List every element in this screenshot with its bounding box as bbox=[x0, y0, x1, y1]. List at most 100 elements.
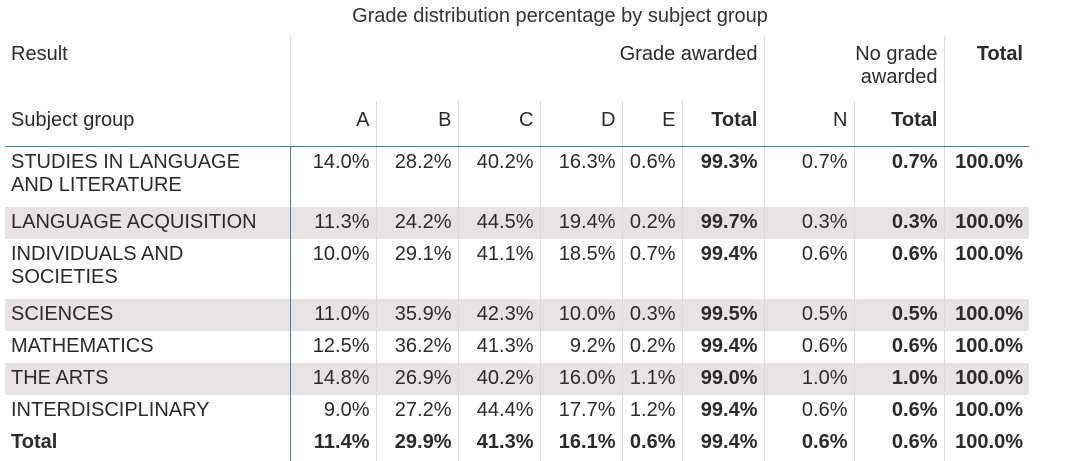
cell-grade-c: 44.4% bbox=[457, 395, 540, 427]
cell-overall-total: 100.0% bbox=[943, 331, 1029, 363]
subject-group-label: STUDIES IN LANGUAGE AND LITERATURE bbox=[11, 151, 240, 196]
cell-grade-total: 99.4% bbox=[681, 395, 764, 427]
subject-group-label: LANGUAGE ACQUISITION bbox=[5, 207, 290, 239]
cell-grade-c: 41.1% bbox=[457, 239, 540, 299]
header-row-result: Result Grade awarded No grade awarded To… bbox=[5, 36, 1029, 101]
cell-grade-total: 99.0% bbox=[681, 363, 764, 395]
cell-grade-b: 35.9% bbox=[375, 299, 458, 331]
cell-grade-c: 40.2% bbox=[457, 146, 540, 207]
total-cell-grade-n: 0.6% bbox=[763, 427, 854, 461]
cell-grade-e: 0.2% bbox=[621, 331, 682, 363]
cell-nograde-total: 1.0% bbox=[853, 363, 944, 395]
cell-grade-b: 29.1% bbox=[375, 239, 458, 299]
subject-group-label: THE ARTS bbox=[5, 363, 290, 395]
cell-grade-e: 0.2% bbox=[621, 207, 682, 239]
header-grade-awarded: Grade awarded bbox=[289, 36, 764, 101]
cell-grade-a: 14.8% bbox=[289, 363, 376, 395]
header-grade-d: D bbox=[539, 101, 622, 147]
table-row: THE ARTS 14.8% 26.9% 40.2% 16.0% 1.1% 99.0% 1.0… bbox=[5, 363, 1029, 395]
cell-grade-e: 1.1% bbox=[621, 363, 682, 395]
cell-grade-total: 99.7% bbox=[681, 207, 764, 239]
cell-grade-a: 11.0% bbox=[289, 299, 376, 331]
cell-grade-a: 10.0% bbox=[289, 239, 376, 299]
cell-overall-total: 100.0% bbox=[943, 239, 1029, 299]
header-result: Result bbox=[11, 43, 68, 65]
cell-grade-n: 1.0% bbox=[763, 363, 854, 395]
subject-group-label: SCIENCES bbox=[5, 299, 290, 331]
cell-nograde-total: 0.6% bbox=[853, 395, 944, 427]
cell-grade-d: 16.3% bbox=[539, 146, 622, 207]
cell-grade-b: 24.2% bbox=[375, 207, 458, 239]
subject-group-label: INDIVIDUALS AND SOCIETIES bbox=[11, 243, 184, 288]
total-row: Total 11.4% 29.9% 41.3% 16.1% 0.6% 99.4% 0.6% 0.… bbox=[5, 427, 1029, 461]
cell-grade-c: 42.3% bbox=[457, 299, 540, 331]
total-row-label: Total bbox=[11, 431, 58, 453]
header-no-grade-awarded: No grade awarded bbox=[763, 36, 944, 101]
cell-grade-a: 14.0% bbox=[289, 146, 376, 207]
cell-grade-n: 0.6% bbox=[763, 395, 854, 427]
cell-nograde-total: 0.6% bbox=[853, 331, 944, 363]
table-row: INTERDISCIPLINARY 9.0% 27.2% 44.4% 17.7% 1.2%… bbox=[5, 395, 1029, 427]
header-grade-b: B bbox=[375, 101, 458, 147]
cell-overall-total: 100.0% bbox=[943, 146, 1029, 207]
cell-grade-a: 9.0% bbox=[289, 395, 376, 427]
header-grade-a: A bbox=[289, 101, 376, 147]
cell-grade-e: 1.2% bbox=[621, 395, 682, 427]
cell-grade-total: 99.5% bbox=[681, 299, 764, 331]
header-grade-e: E bbox=[621, 101, 682, 147]
cell-grade-n: 0.6% bbox=[763, 331, 854, 363]
cell-overall-total: 100.0% bbox=[943, 299, 1029, 331]
header-nograde-total: Total bbox=[853, 101, 944, 147]
cell-overall-total: 100.0% bbox=[943, 363, 1029, 395]
header-grade-c: C bbox=[457, 101, 540, 147]
cell-grade-c: 41.3% bbox=[457, 331, 540, 363]
cell-grade-b: 27.2% bbox=[375, 395, 458, 427]
table-body: Result Grade awarded No grade awarded To… bbox=[5, 36, 1029, 461]
cell-grade-d: 9.2% bbox=[539, 331, 622, 363]
cell-grade-c: 44.5% bbox=[457, 207, 540, 239]
cell-grade-a: 11.3% bbox=[289, 207, 376, 239]
cell-grade-total: 99.4% bbox=[681, 331, 764, 363]
header-grade-n: N bbox=[763, 101, 854, 147]
header-total: Total bbox=[943, 36, 1029, 101]
cell-grade-b: 28.2% bbox=[375, 146, 458, 207]
grade-table: Result Grade awarded No grade awarded To… bbox=[5, 36, 1029, 461]
total-cell-grade-c: 41.3% bbox=[457, 427, 540, 461]
cell-nograde-total: 0.3% bbox=[853, 207, 944, 239]
table-row: LANGUAGE ACQUISITION 11.3% 24.2% 44.5% 19.4%… bbox=[5, 207, 1029, 239]
header-empty bbox=[943, 101, 1029, 147]
subject-group-label: MATHEMATICS bbox=[11, 335, 154, 357]
cell-grade-total: 99.4% bbox=[681, 239, 764, 299]
total-cell-overall-total: 100.0% bbox=[943, 427, 1029, 461]
table-row: INDIVIDUALS AND SOCIETIES 10.0% 29.1% 41.1%… bbox=[5, 239, 1029, 299]
total-cell-grade-b: 29.9% bbox=[375, 427, 458, 461]
table-row: SCIENCES 11.0% 35.9% 42.3% 10.0% 0.3% 99.5% 0.5… bbox=[5, 299, 1029, 331]
cell-nograde-total: 0.6% bbox=[853, 239, 944, 299]
header-grade-total: Total bbox=[681, 101, 764, 147]
cell-nograde-total: 0.7% bbox=[853, 146, 944, 207]
grade-distribution-table-figure: Grade distribution percentage by subject… bbox=[5, 5, 1029, 461]
total-cell-grade-a: 11.4% bbox=[289, 427, 376, 461]
total-cell-nograde-total: 0.6% bbox=[853, 427, 944, 461]
total-cell-grade-e: 0.6% bbox=[621, 427, 682, 461]
table-row: MATHEMATICS 12.5% 36.2% 41.3% 9.2% 0.2% 99.4% 0… bbox=[5, 331, 1029, 363]
cell-grade-total: 99.3% bbox=[681, 146, 764, 207]
header-subject-group: Subject group bbox=[5, 101, 290, 147]
total-cell-grade-d: 16.1% bbox=[539, 427, 622, 461]
cell-grade-n: 0.7% bbox=[763, 146, 854, 207]
cell-grade-d: 18.5% bbox=[539, 239, 622, 299]
subject-group-label: INTERDISCIPLINARY bbox=[11, 399, 210, 421]
cell-nograde-total: 0.5% bbox=[853, 299, 944, 331]
cell-grade-e: 0.7% bbox=[621, 239, 682, 299]
cell-grade-b: 36.2% bbox=[375, 331, 458, 363]
cell-grade-d: 19.4% bbox=[539, 207, 622, 239]
total-cell-grade-total: 99.4% bbox=[681, 427, 764, 461]
table-title: Grade distribution percentage by subject… bbox=[352, 5, 768, 27]
cell-grade-n: 0.5% bbox=[763, 299, 854, 331]
table-row: STUDIES IN LANGUAGE AND LITERATURE 14.0% 2… bbox=[5, 146, 1029, 207]
cell-grade-d: 17.7% bbox=[539, 395, 622, 427]
cell-grade-d: 10.0% bbox=[539, 299, 622, 331]
header-row-subject: Subject group A B C D E Total N Total bbox=[5, 101, 1029, 147]
cell-grade-e: 0.3% bbox=[621, 299, 682, 331]
cell-overall-total: 100.0% bbox=[943, 395, 1029, 427]
